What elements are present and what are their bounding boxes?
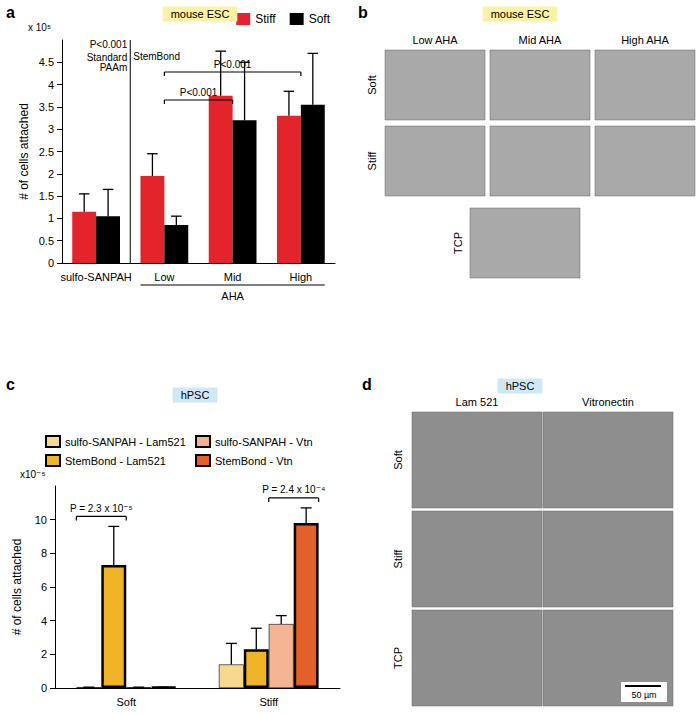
svg-text:hPSC: hPSC: [506, 380, 535, 392]
svg-text:Soft: Soft: [116, 696, 136, 708]
svg-text:Low AHA: Low AHA: [412, 34, 458, 46]
svg-text:Soft: Soft: [392, 450, 404, 470]
svg-text:c: c: [6, 376, 15, 393]
svg-text:Standard: Standard: [86, 51, 128, 63]
svg-text:mouse ESC: mouse ESC: [491, 8, 550, 20]
svg-text:Stiff: Stiff: [366, 151, 378, 171]
svg-text:x10⁻⁵: x10⁻⁵: [20, 469, 46, 480]
svg-text:PAAm: PAAm: [100, 62, 128, 73]
svg-text:0: 0: [41, 682, 47, 694]
svg-text:sulfo-SANPAH - Lam521: sulfo-SANPAH - Lam521: [65, 436, 186, 448]
svg-text:P<0.001: P<0.001: [90, 39, 128, 50]
svg-text:# of cells attached: # of cells attached: [17, 103, 31, 200]
svg-text:Low: Low: [154, 271, 174, 283]
svg-text:sulfo-SANPAH: sulfo-SANPAH: [60, 271, 131, 283]
svg-text:50 µm: 50 µm: [631, 690, 656, 700]
svg-text:StemBond - Lam521: StemBond - Lam521: [65, 455, 166, 467]
svg-text:Stiff: Stiff: [392, 549, 404, 569]
svg-text:mouse ESC: mouse ESC: [171, 8, 230, 20]
svg-text:2: 2: [41, 648, 47, 660]
svg-text:b: b: [358, 4, 368, 21]
svg-text:2.5: 2.5: [39, 146, 54, 158]
svg-text:hPSC: hPSC: [181, 389, 210, 401]
svg-text:TCP: TCP: [452, 232, 464, 254]
svg-text:P = 2.4 x 10⁻⁴: P = 2.4 x 10⁻⁴: [262, 484, 325, 495]
svg-text:AHA: AHA: [221, 290, 244, 302]
svg-text:4: 4: [48, 79, 54, 91]
svg-text:StemBond: StemBond: [133, 51, 180, 62]
svg-text:TCP: TCP: [392, 647, 404, 669]
svg-text:3.5: 3.5: [39, 101, 54, 113]
svg-text:P<0.001: P<0.001: [180, 87, 218, 98]
svg-text:8: 8: [41, 547, 47, 559]
svg-text:Vitronectin: Vitronectin: [582, 396, 634, 408]
svg-text:Lam 521: Lam 521: [456, 396, 499, 408]
svg-text:P<0.001: P<0.001: [214, 59, 252, 70]
svg-text:4.5: 4.5: [39, 56, 54, 68]
svg-text:a: a: [6, 4, 15, 21]
svg-text:Soft: Soft: [366, 75, 378, 95]
svg-text:4: 4: [41, 615, 47, 627]
svg-text:Stiff: Stiff: [255, 12, 276, 26]
svg-text:x 10⁵: x 10⁵: [28, 22, 51, 33]
svg-text:0: 0: [48, 257, 54, 269]
svg-text:High: High: [290, 271, 313, 283]
svg-text:0.5: 0.5: [39, 235, 54, 247]
svg-text:Mid AHA: Mid AHA: [519, 34, 562, 46]
svg-text:P = 2.3 x 10⁻⁵: P = 2.3 x 10⁻⁵: [70, 503, 133, 514]
svg-text:StemBond - Vtn: StemBond - Vtn: [215, 455, 293, 467]
svg-text:Stiff: Stiff: [259, 696, 279, 708]
svg-text:Mid: Mid: [224, 271, 242, 283]
svg-text:2: 2: [48, 168, 54, 180]
svg-text:10: 10: [35, 514, 47, 526]
svg-text:# of cells attached: # of cells attached: [10, 539, 24, 636]
svg-text:sulfo-SANPAH - Vtn: sulfo-SANPAH - Vtn: [215, 436, 313, 448]
svg-text:6: 6: [41, 581, 47, 593]
svg-text:1.5: 1.5: [39, 190, 54, 202]
svg-text:d: d: [362, 376, 372, 393]
svg-text:3: 3: [48, 123, 54, 135]
svg-text:High AHA: High AHA: [621, 34, 669, 46]
svg-text:Soft: Soft: [309, 12, 331, 26]
svg-text:1: 1: [48, 212, 54, 224]
